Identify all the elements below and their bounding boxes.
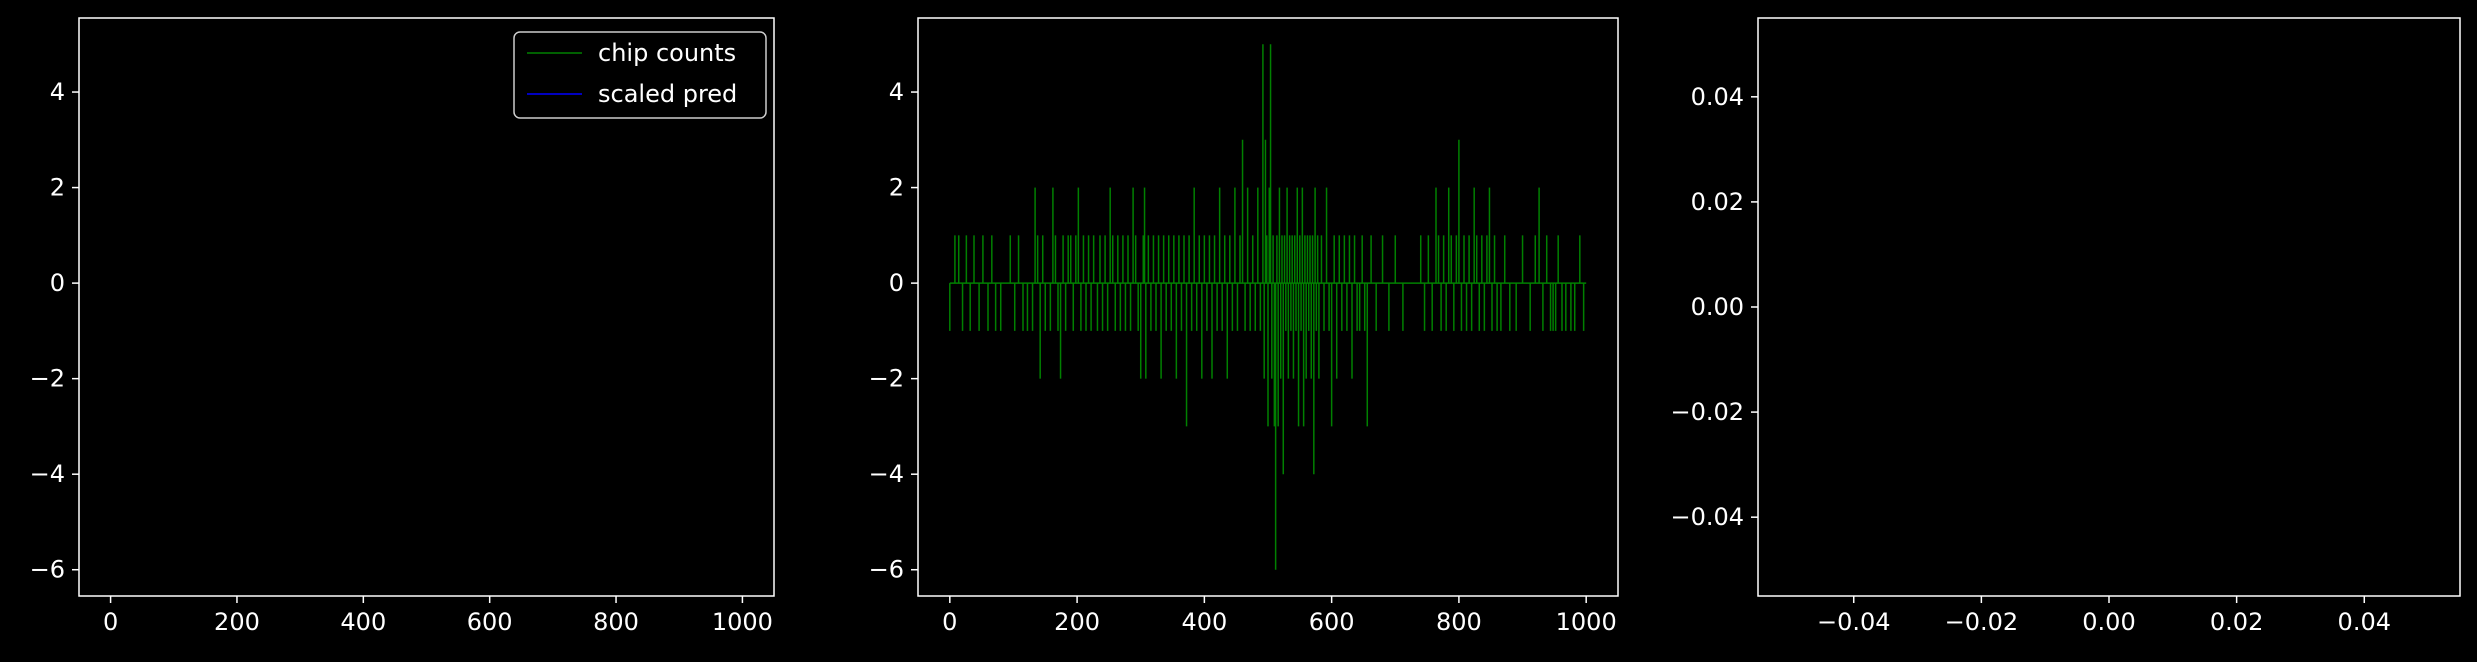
x-tick-label: 0.04 [2338, 608, 2391, 636]
y-tick-label: 2 [889, 174, 904, 202]
y-tick-label: 0.02 [1691, 188, 1744, 216]
x-tick-label: 200 [214, 608, 260, 636]
y-tick-label: 0 [889, 269, 904, 297]
x-tick-label: 400 [340, 608, 386, 636]
y-tick-label: −4 [30, 460, 65, 488]
y-tick-label: 0 [50, 269, 65, 297]
y-tick-label: 0.00 [1691, 293, 1744, 321]
y-tick-label: −6 [30, 556, 65, 584]
x-tick-label: 1000 [1556, 608, 1617, 636]
y-tick-label: −2 [30, 365, 65, 393]
x-tick-label: 0.00 [2082, 608, 2135, 636]
y-tick-label: 0.04 [1691, 83, 1744, 111]
subplot-3: −0.04 −0.02 0.00 0.02 0.04 −0.04 −0.02 0.00 0.02… [1670, 17, 2461, 636]
x-tick-label: 800 [1436, 608, 1482, 636]
y-tick-label: −0.02 [1670, 398, 1744, 426]
axes-frame [78, 17, 775, 597]
x-tick-label: 200 [1054, 608, 1100, 636]
subplot-2: 0 200 400 600 800 1000 −6 −4 −2 0 2 4 [869, 17, 1619, 636]
x-tick-label: 800 [593, 608, 639, 636]
x-tick-label: −0.04 [1817, 608, 1891, 636]
x-tick-label: 0 [103, 608, 118, 636]
y-tick-label: −4 [869, 460, 904, 488]
x-tick-label: −0.02 [1945, 608, 2019, 636]
x-tick-label: 1000 [712, 608, 773, 636]
y-tick-label: −6 [869, 556, 904, 584]
legend-label-scaled-pred: scaled pred [598, 80, 737, 108]
axes-frame [917, 17, 1619, 597]
subplot-1: 0 200 400 600 800 1000 −6 −4 −2 0 2 4 [30, 17, 775, 636]
x-tick-label: 400 [1181, 608, 1227, 636]
y-tick-label: 4 [50, 78, 65, 106]
x-tick-label: 0.02 [2210, 608, 2263, 636]
legend-label-chip-counts: chip counts [598, 39, 736, 67]
legend: chip counts scaled pred [513, 31, 767, 119]
y-tick-label: −0.04 [1670, 503, 1744, 531]
x-tick-label: 600 [1309, 608, 1355, 636]
y-tick-label: −2 [869, 365, 904, 393]
y-tick-label: 2 [50, 174, 65, 202]
x-tick-label: 600 [467, 608, 513, 636]
x-tick-label: 0 [942, 608, 957, 636]
y-tick-label: 4 [889, 78, 904, 106]
